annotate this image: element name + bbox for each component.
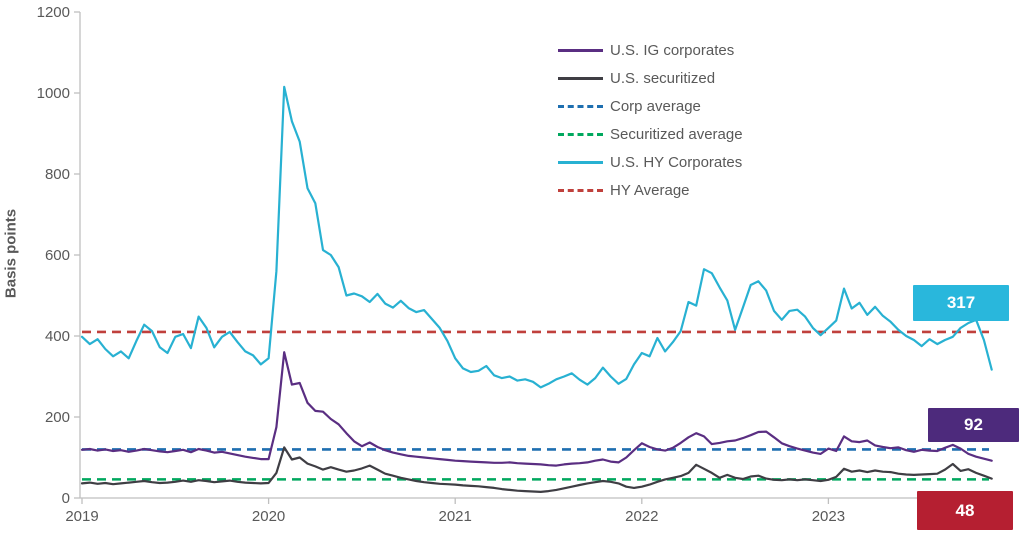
y-axis-tick-label: 200 <box>45 409 70 426</box>
legend-item-securitized-average: Securitized average <box>558 120 743 148</box>
legend-swatch-hy-average-dashed-line <box>558 188 603 192</box>
legend-item-hy-average: HY Average <box>558 176 743 204</box>
legend-swatch-hy-corporates-line <box>558 160 603 164</box>
series-line-u-s-ig-corporates <box>80 351 993 467</box>
legend-item-corp-average: Corp average <box>558 92 743 120</box>
x-axis-tick-label: 2021 <box>439 508 472 525</box>
x-axis-tick-label: 2019 <box>65 508 98 525</box>
legend-swatch-securitized-average-dashed-line <box>558 132 603 136</box>
end-value-badge-securitized: 48 <box>917 491 1013 530</box>
legend: U.S. IG corporates U.S. securitized Corp… <box>558 36 743 204</box>
legend-swatch-corp-average-dashed-line <box>558 104 603 108</box>
x-axis-tick-label: 2020 <box>252 508 285 525</box>
end-value-hy-corporates: 317 <box>946 293 976 312</box>
end-value-ig-corporates: 92 <box>964 415 983 434</box>
legend-label: U.S. HY Corporates <box>610 153 743 171</box>
x-axis-tick-label: 2022 <box>625 508 658 525</box>
legend-swatch-securitized-line <box>558 76 603 80</box>
y-axis-tick-label: 400 <box>45 328 70 345</box>
legend-item-hy-corporates: U.S. HY Corporates <box>558 148 743 176</box>
series-line-u-s-securitized <box>80 446 993 493</box>
end-value-badge-ig-corporates: 92 <box>928 408 1019 442</box>
legend-label: Corp average <box>610 97 701 115</box>
y-axis-tick-label: 1000 <box>37 85 70 102</box>
legend-swatch-ig-corporates-line <box>558 48 603 52</box>
series-line-u-s-hy-corporates <box>80 85 993 389</box>
y-axis-title: Basis points <box>2 208 20 299</box>
y-axis-tick-label: 0 <box>62 490 70 507</box>
y-axis-tick-label: 1200 <box>37 4 70 21</box>
x-axis-tick-label: 2023 <box>812 508 845 525</box>
legend-label: U.S. IG corporates <box>610 41 735 59</box>
legend-item-ig-corporates: U.S. IG corporates <box>558 36 743 64</box>
legend-label: U.S. securitized <box>610 69 716 87</box>
legend-item-securitized: U.S. securitized <box>558 64 743 92</box>
y-axis-tick-label: 600 <box>45 247 70 264</box>
y-axis-tick-label: 800 <box>45 166 70 183</box>
end-value-securitized: 48 <box>955 500 975 520</box>
end-value-badge-hy-corporates: 317 <box>913 285 1009 321</box>
legend-label: HY Average <box>610 181 690 199</box>
legend-label: Securitized average <box>610 125 743 143</box>
